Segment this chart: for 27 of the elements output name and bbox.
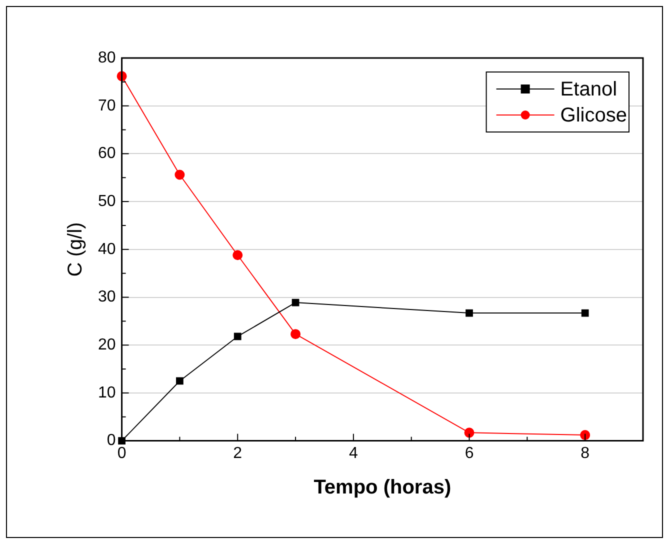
point (290, 329, 301, 340)
point (464, 428, 474, 438)
y-tick-label: 80 (98, 49, 116, 66)
point (232, 250, 243, 260)
point (234, 332, 242, 340)
x-tick-label: 2 (233, 444, 242, 462)
point (292, 298, 300, 306)
y-tick-label: 20 (98, 336, 116, 354)
x-tick-label: 6 (464, 444, 474, 462)
y-tick-label: 50 (98, 192, 116, 210)
x-axis-title: Tempo (horas) (314, 476, 452, 499)
y-tick-label: 70 (98, 97, 116, 114)
y-tick-label: 30 (98, 288, 116, 306)
legend-label: Glicose (560, 104, 628, 127)
y-tick-label: 0 (106, 432, 116, 450)
y-tick-label: 40 (98, 240, 116, 258)
point (174, 170, 185, 180)
x-tick-label: 8 (580, 444, 590, 462)
y-tick-label: 60 (98, 145, 116, 162)
point (176, 377, 184, 385)
point (581, 309, 589, 317)
point (580, 430, 590, 440)
point (466, 309, 473, 317)
x-tick-label: 4 (348, 444, 358, 462)
y-axis-title: C (g/l) (64, 222, 87, 277)
legend-label: Etanol (560, 78, 618, 101)
y-tick-label: 10 (98, 384, 116, 402)
